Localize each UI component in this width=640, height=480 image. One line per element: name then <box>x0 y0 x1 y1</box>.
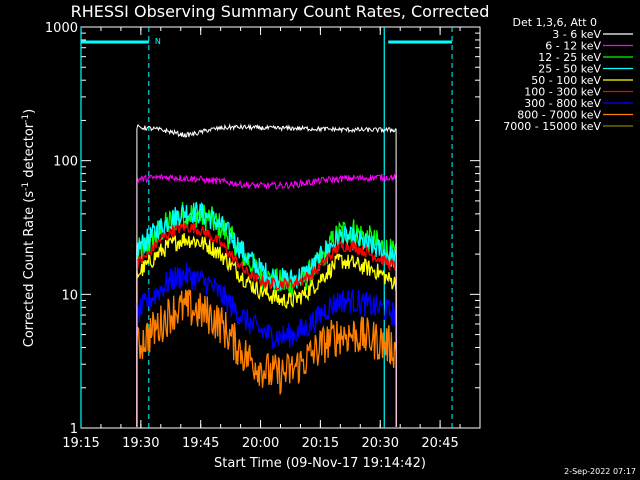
legend-label: 800 - 7000 keV <box>517 109 601 122</box>
y-tick-label: 1 <box>70 422 78 437</box>
y-tick-label: 1000 <box>45 21 78 36</box>
series-line <box>136 222 397 427</box>
legend-label: 7000 - 15000 keV <box>503 120 601 133</box>
legend-label: 6 - 12 keV <box>545 40 601 53</box>
legend-label: 12 - 25 keV <box>538 51 601 64</box>
y-axis-label-sup1: -1 <box>21 182 31 191</box>
footer-date: 2-Sep-2022 07:17 <box>564 467 636 476</box>
series-line <box>136 123 397 427</box>
y-axis-label: Corrected Count Rate (s-1 detector-1) <box>21 109 37 347</box>
legend-label: 25 - 50 keV <box>538 63 601 76</box>
legend-label: 50 - 100 keV <box>531 74 601 87</box>
y-axis-label-sup2: -1 <box>21 114 31 123</box>
y-axis-label-main: Corrected Count Rate (s <box>22 191 37 348</box>
plot-area: 19:15 19:30 19:45 20:00 20:15 20:30 20:45 1 10 10… <box>45 21 481 451</box>
x-tick-label: 20:45 <box>421 436 458 451</box>
y-axis-label-mid: detector <box>22 122 37 182</box>
legend-label: 3 - 6 keV <box>552 28 601 41</box>
x-tick-label: 19:15 <box>62 436 99 451</box>
y-axis-label-end: ) <box>22 109 37 114</box>
legend-title: Det 1,3,6, Att 0 <box>513 16 597 29</box>
x-tick-label: 19:45 <box>182 436 219 451</box>
x-axis-label: Start Time (09-Nov-17 19:14:42) <box>214 456 426 471</box>
legend-label: 300 - 800 keV <box>524 97 601 110</box>
y-tick-label: 100 <box>53 155 78 170</box>
series-line <box>136 173 397 427</box>
y-tick-label: 10 <box>61 288 78 303</box>
x-tick-label: 20:30 <box>362 436 399 451</box>
x-tick-label: 20:15 <box>302 436 339 451</box>
chart-title: RHESSI Observing Summary Count Rates, Co… <box>71 2 490 21</box>
plot-frame <box>80 26 481 429</box>
series-line <box>136 289 397 428</box>
legend-label: 100 - 300 keV <box>524 86 601 99</box>
flag-label: N <box>155 37 161 46</box>
x-tick-label: 20:00 <box>242 436 279 451</box>
x-tick-label: 19:30 <box>122 436 159 451</box>
series-line <box>136 262 397 427</box>
